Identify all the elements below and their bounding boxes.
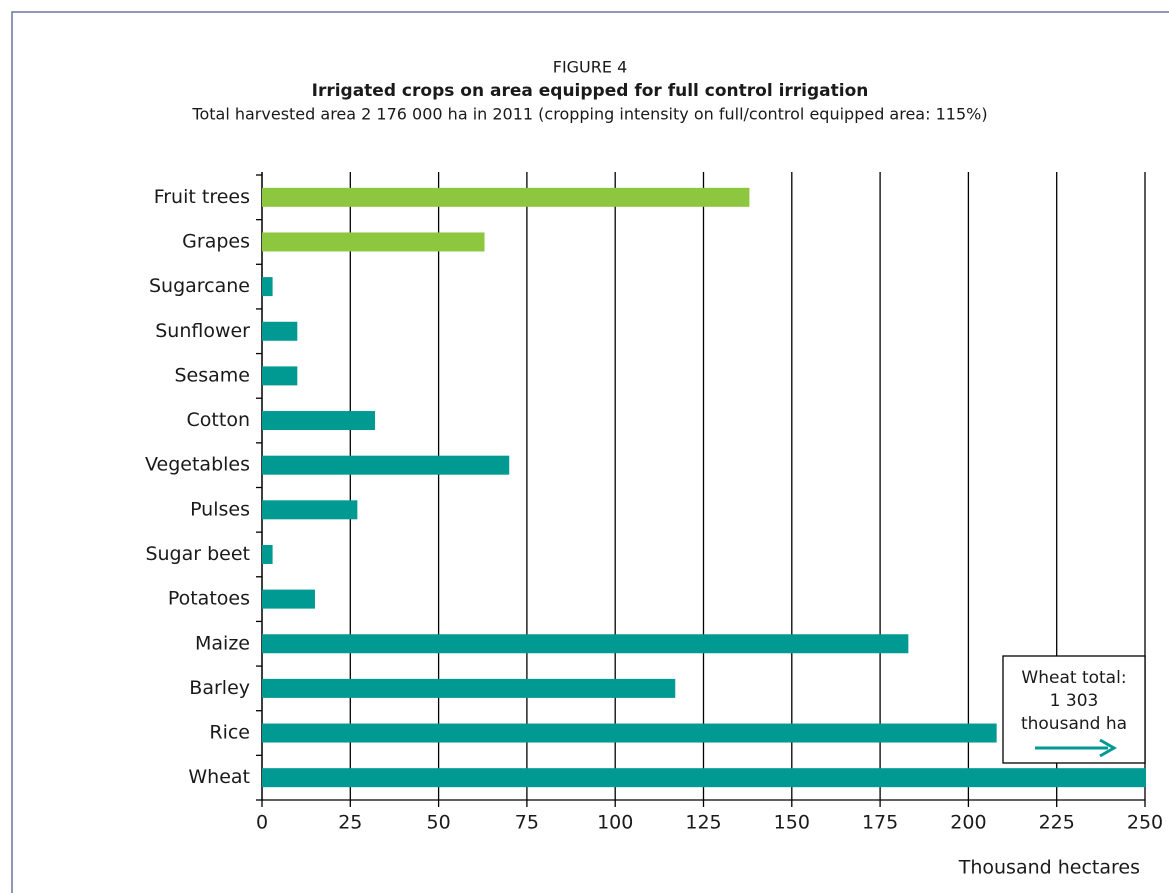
annotation: 1 303: [1050, 691, 1099, 711]
chart-subtitle: Total harvested area 2 176 000 ha in 201…: [191, 105, 987, 124]
bar: [262, 544, 273, 564]
x-tick-label: 175: [862, 812, 898, 834]
y-tick-label: Fruit trees: [154, 186, 250, 208]
x-tick-label: 50: [427, 812, 451, 834]
x-tick-label: 0: [256, 812, 268, 834]
bar: [262, 589, 315, 609]
bar: [262, 500, 358, 520]
y-tick-label: Cotton: [187, 409, 250, 431]
bar: [262, 277, 273, 297]
bar: [262, 768, 1146, 788]
y-tick-label: Grapes: [182, 230, 250, 252]
figure-label: FIGURE 4: [553, 58, 628, 77]
x-tick-label: 125: [685, 812, 721, 834]
bar: [262, 321, 298, 341]
arrow-head: [1099, 738, 1118, 758]
plot-area: [262, 187, 1146, 788]
y-tick-label: Barley: [189, 677, 250, 699]
x-axis-label: Thousand hectares: [958, 857, 1140, 879]
bar: [262, 723, 997, 743]
annotation-box: [1002, 655, 1146, 764]
y-tick-label: Wheat: [188, 766, 250, 788]
bar: [262, 232, 485, 252]
annotation: Wheat total:: [1021, 668, 1126, 688]
x-tick-label: 150: [774, 812, 810, 834]
bar: [262, 366, 298, 386]
y-tick-label: Rice: [209, 722, 250, 744]
bar: [262, 634, 909, 654]
bar: [262, 678, 676, 698]
chart-title: Irrigated crops on area equipped for ful…: [312, 81, 869, 101]
x-tick-label: 200: [950, 812, 986, 834]
y-tick-label: Sesame: [175, 364, 251, 386]
y-tick-label: Sugar beet: [145, 543, 250, 565]
x-tick-label: 100: [597, 812, 633, 834]
y-tick-label: Potatoes: [168, 588, 250, 610]
y-tick-label: Maize: [195, 632, 250, 654]
x-tick-label: 250: [1127, 812, 1163, 834]
annotation: thousand ha: [1021, 714, 1127, 734]
bar: [262, 455, 510, 475]
y-tick-label: Vegetables: [145, 454, 250, 476]
bar: [262, 187, 750, 207]
x-tick-label: 25: [338, 812, 362, 834]
frame: [11, 11, 1169, 893]
y-tick-label: Sugarcane: [149, 275, 250, 297]
x-tick-label: 75: [515, 812, 539, 834]
x-tick-label: 225: [1039, 812, 1075, 834]
y-tick-label: Pulses: [190, 498, 250, 520]
bar: [262, 411, 376, 431]
y-tick-label: Sunflower: [155, 320, 250, 342]
